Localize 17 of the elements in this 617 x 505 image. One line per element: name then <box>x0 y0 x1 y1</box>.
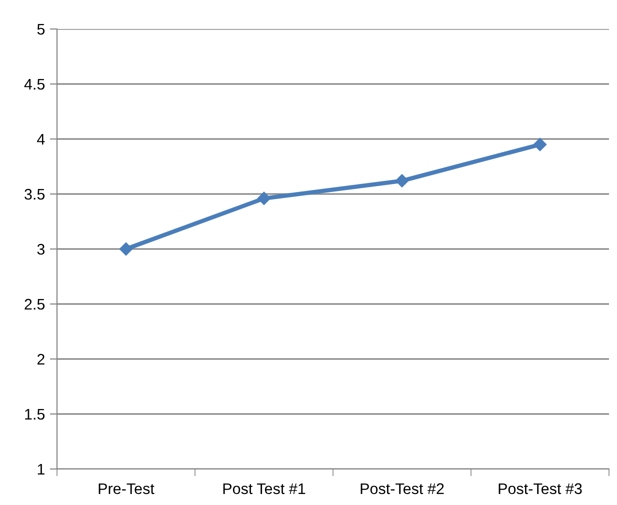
point <box>395 174 409 188</box>
y-tick-label: 4.5 <box>24 79 45 90</box>
y-tick-label: 5 <box>37 24 45 35</box>
point <box>257 192 271 205</box>
x-tick-label: Post Test #1 <box>223 483 306 494</box>
x-tick-label: Pre-Test <box>98 483 154 494</box>
point <box>533 138 547 152</box>
y-tick-label: 2 <box>37 354 44 365</box>
y-tick-label: 2.5 <box>24 298 45 310</box>
y-tick-label: 3 <box>37 244 45 255</box>
y-tick-label: 1.5 <box>25 409 45 420</box>
x-tick-label: Post-Test #3 <box>498 483 582 494</box>
y-tick-label: 3.5 <box>24 188 45 200</box>
x-tick-label: Post-Test #2 <box>360 483 444 494</box>
point <box>119 242 133 256</box>
y-tick-label: 4 <box>37 134 45 145</box>
y-tick-label: 1 <box>38 464 44 475</box>
